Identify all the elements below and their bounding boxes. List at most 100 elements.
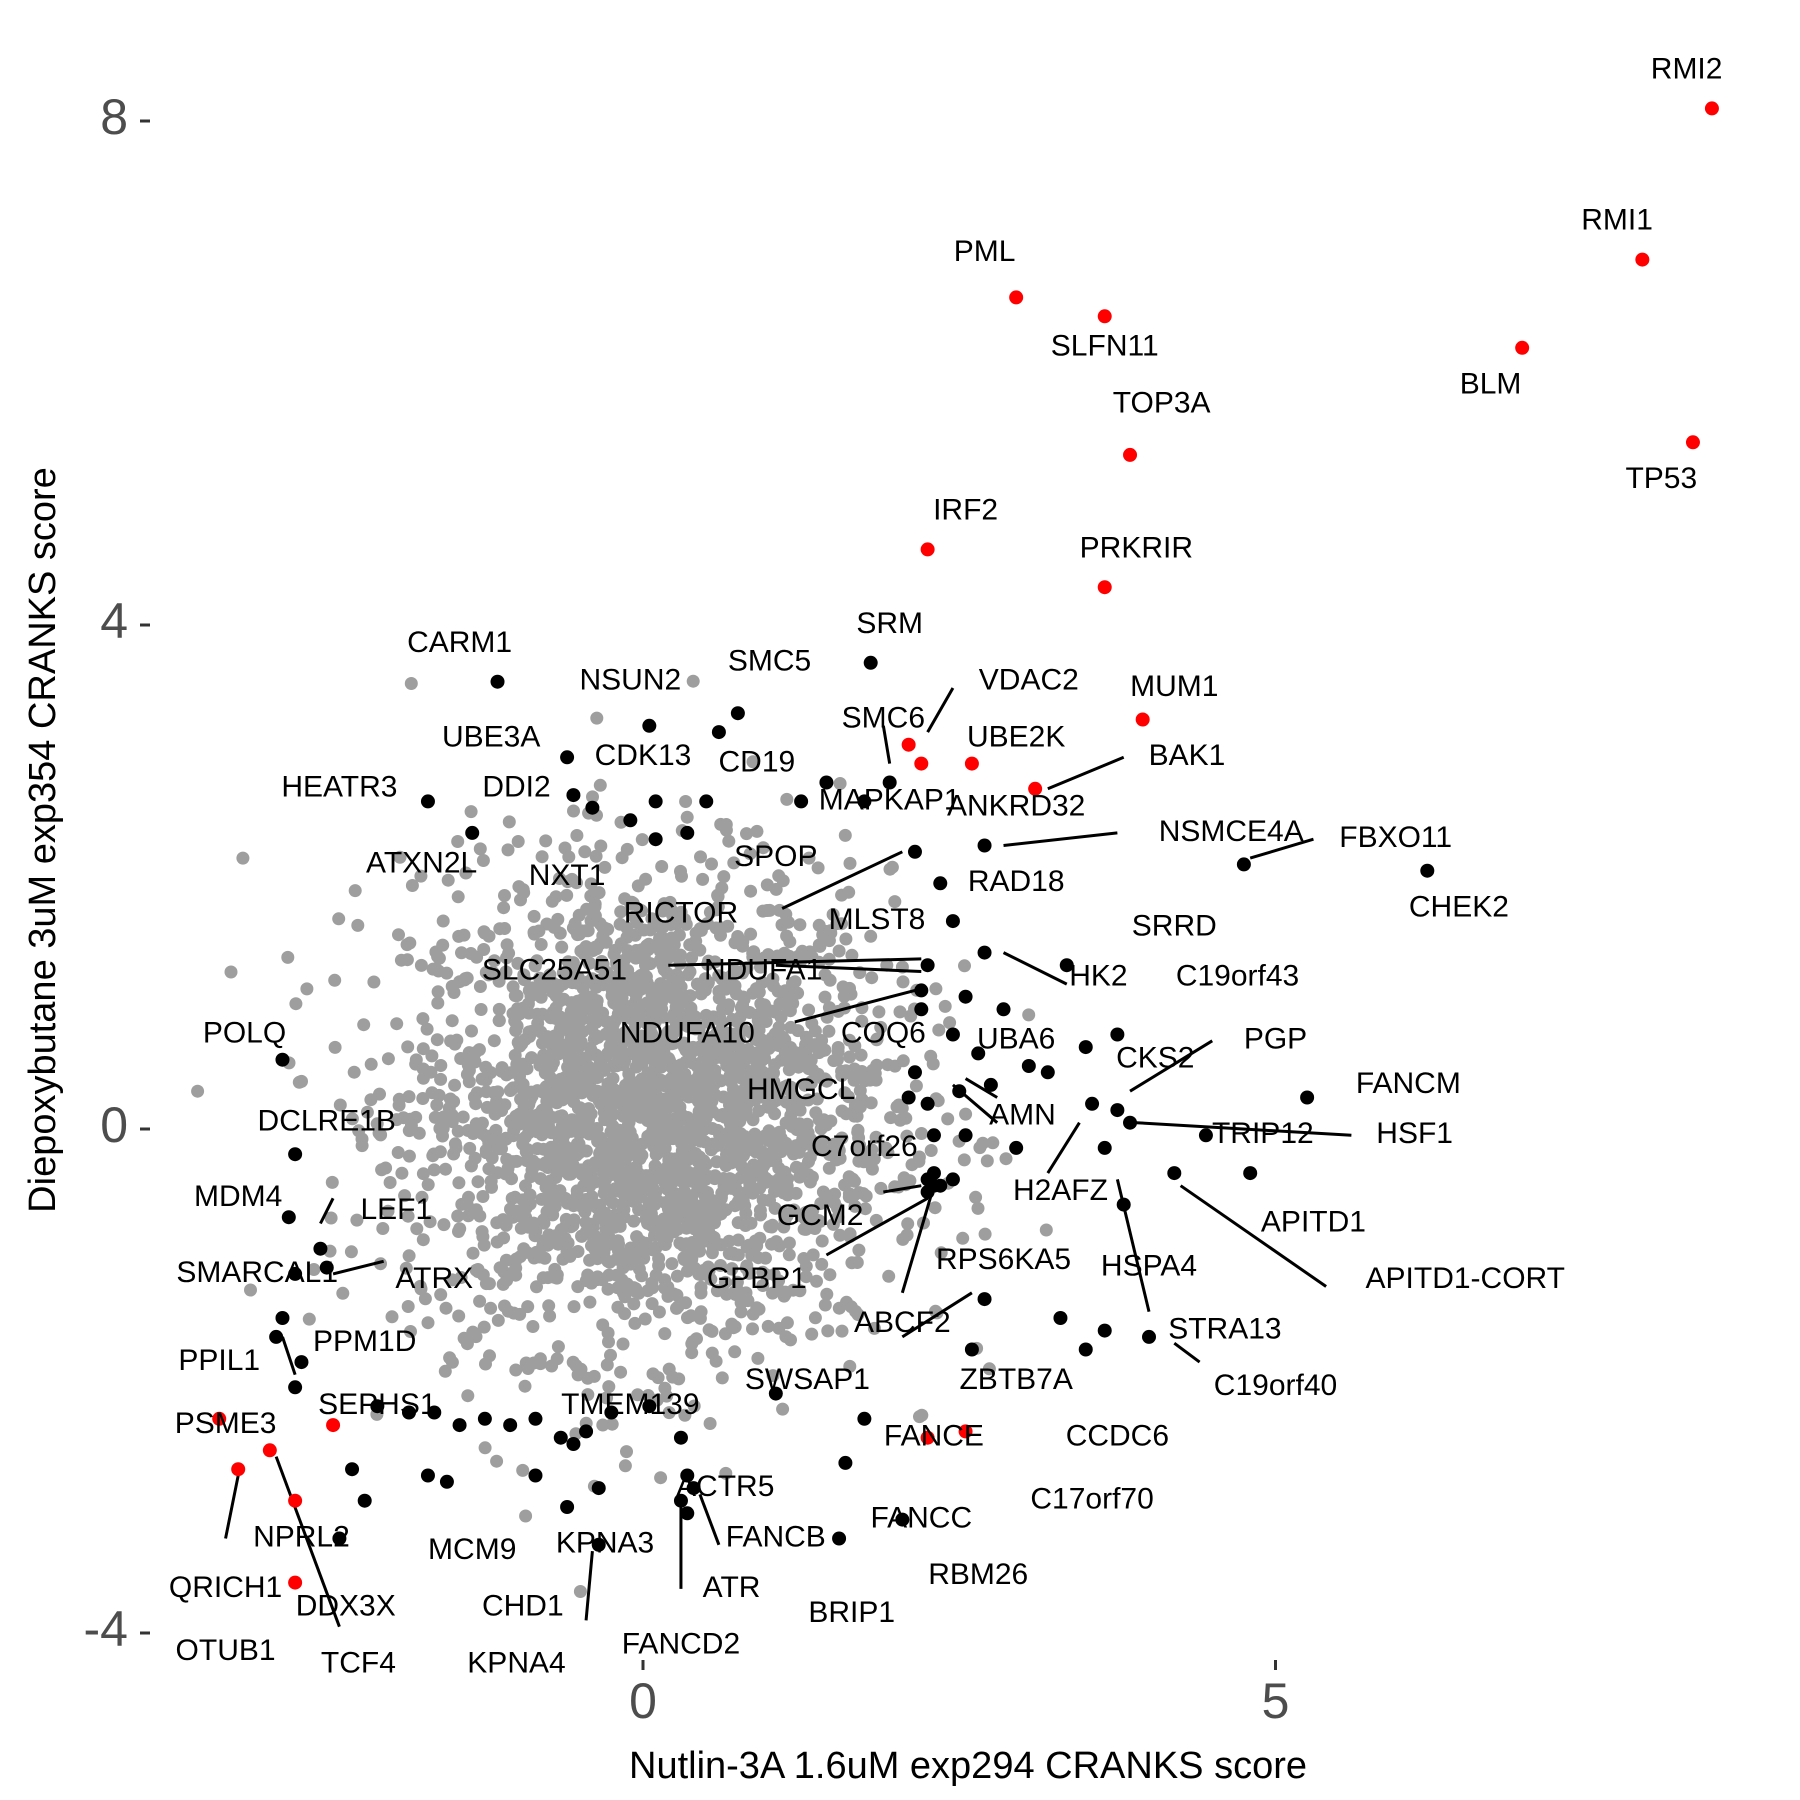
- background-point: [693, 1211, 706, 1225]
- background-point: [541, 1238, 555, 1252]
- background-point: [867, 1321, 881, 1335]
- background-point: [613, 980, 627, 994]
- background-point: [631, 1388, 645, 1402]
- background-point: [654, 1471, 668, 1485]
- background-point: [739, 1052, 753, 1066]
- background-point: [416, 1233, 430, 1247]
- background-point: [581, 975, 594, 989]
- hit-point: [958, 1128, 973, 1143]
- background-point: [706, 1105, 720, 1119]
- background-point: [555, 940, 569, 954]
- background-point: [771, 949, 784, 963]
- background-point: [459, 866, 473, 880]
- background-point: [404, 1325, 417, 1338]
- background-point: [511, 1208, 525, 1222]
- y-tick-label: 4: [100, 593, 128, 649]
- background-point: [728, 1285, 742, 1299]
- background-point: [909, 1079, 923, 1093]
- background-point: [336, 1286, 350, 1300]
- background-point: [591, 1273, 605, 1286]
- background-point: [572, 1137, 586, 1151]
- background-point: [191, 1084, 205, 1098]
- gene-label: NDUFA10: [620, 1016, 755, 1049]
- background-point: [743, 847, 757, 861]
- background-point: [619, 1010, 633, 1024]
- background-point: [746, 755, 760, 769]
- background-point: [364, 1057, 378, 1071]
- gene-label: DCLRE1B: [258, 1105, 396, 1138]
- background-point: [711, 900, 725, 914]
- background-point: [831, 1201, 844, 1215]
- background-point: [615, 991, 629, 1005]
- background-point: [801, 1135, 815, 1149]
- background-point: [381, 1052, 395, 1066]
- hit-point: [553, 1430, 568, 1445]
- leader-lines: [224, 687, 1352, 1628]
- background-point: [244, 1283, 257, 1297]
- background-point: [567, 804, 580, 818]
- background-point: [664, 1213, 678, 1227]
- background-point: [537, 1142, 550, 1156]
- background-point: [493, 922, 507, 936]
- background-point: [473, 842, 487, 856]
- background-point: [511, 835, 525, 848]
- background-point: [893, 1005, 907, 1019]
- background-point: [678, 1067, 692, 1081]
- background-point: [737, 992, 751, 1006]
- background-point: [839, 932, 853, 946]
- background-point: [537, 1213, 551, 1227]
- gene-label: TCF4: [321, 1646, 396, 1679]
- gene-label: ATRX: [395, 1262, 473, 1295]
- gene-label: RAD18: [968, 865, 1065, 898]
- background-point: [325, 1175, 339, 1189]
- background-point: [539, 834, 553, 848]
- background-point: [536, 1271, 550, 1285]
- background-point: [627, 1297, 641, 1311]
- background-point: [752, 985, 766, 999]
- background-point: [640, 1208, 654, 1221]
- background-point: [333, 1098, 347, 1112]
- axes: -4 0 4 8 0 5: [84, 89, 1290, 1729]
- background-point: [639, 958, 652, 972]
- highlight-point: [920, 542, 935, 557]
- background-point: [483, 1129, 497, 1143]
- hit-point: [907, 1065, 922, 1080]
- background-point: [818, 1298, 832, 1312]
- background-point: [395, 1166, 409, 1180]
- background-point: [571, 928, 584, 942]
- background-point: [614, 1365, 628, 1379]
- background-point: [733, 1154, 747, 1168]
- background-point: [766, 1369, 780, 1383]
- background-point: [577, 1179, 591, 1193]
- highlight-point: [1097, 580, 1112, 595]
- hit-point: [648, 832, 663, 847]
- hit-point: [882, 775, 897, 790]
- hit-point: [439, 1474, 454, 1489]
- background-point: [400, 953, 414, 967]
- background-point: [639, 970, 653, 984]
- gene-labels: RMI2 RMI1 BLM TP53 PML SLFN11 TOP3A IRF2 PRKRIR S…: [169, 53, 1723, 1680]
- background-point: [703, 1196, 717, 1210]
- background-point: [344, 1245, 358, 1259]
- background-point: [690, 1332, 703, 1346]
- background-point: [477, 1320, 491, 1334]
- gene-label: FANCC: [870, 1502, 972, 1535]
- background-point: [665, 1257, 679, 1271]
- background-point: [500, 938, 514, 952]
- highlight-point: [958, 1424, 973, 1439]
- background-point: [390, 1113, 404, 1127]
- background-point: [414, 869, 428, 883]
- background-point: [597, 1063, 611, 1077]
- background-point: [797, 1058, 811, 1072]
- background-point: [598, 1206, 612, 1220]
- background-point: [491, 1085, 505, 1099]
- hit-point: [914, 1002, 929, 1017]
- background-point: [799, 1259, 813, 1273]
- highlight-point: [1635, 252, 1650, 267]
- background-point: [420, 1022, 434, 1036]
- background-point: [651, 1194, 665, 1208]
- background-point: [915, 1127, 928, 1140]
- background-point: [536, 1119, 550, 1133]
- hit-point: [945, 1027, 960, 1042]
- background-point: [436, 1129, 449, 1143]
